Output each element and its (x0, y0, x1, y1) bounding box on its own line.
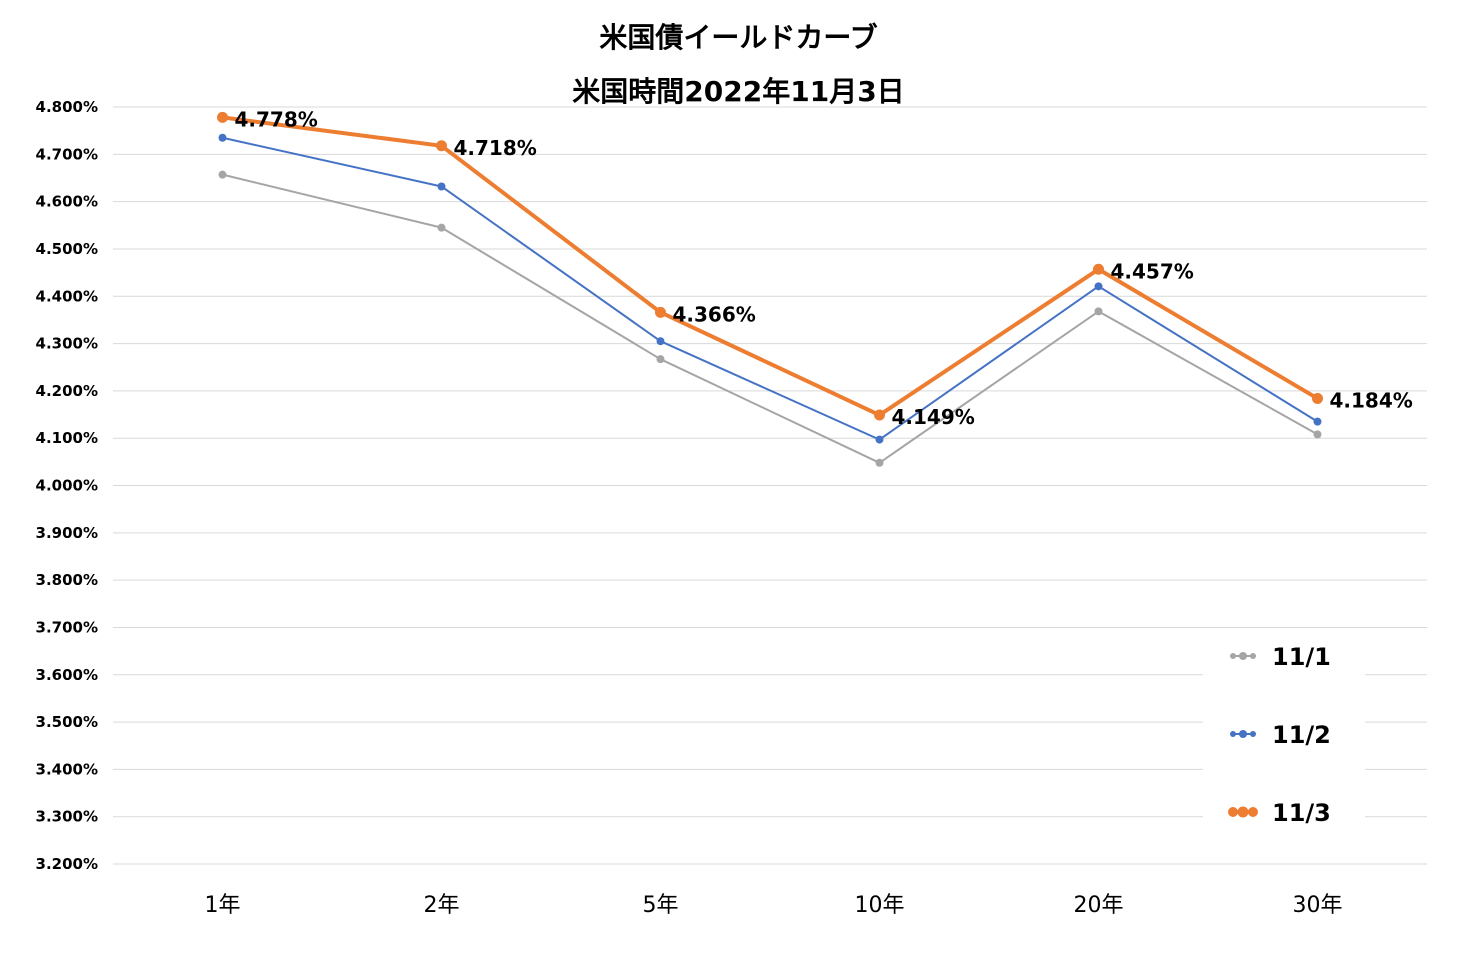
data-point (875, 435, 884, 444)
y-tick-label: 4.000% (36, 477, 98, 495)
series-line-11-2 (222, 136, 1319, 441)
y-tick-label: 4.500% (36, 240, 98, 258)
x-tick-label: 30年 (1293, 893, 1343, 918)
data-point (437, 182, 446, 191)
data-label: 4.366% (673, 302, 756, 326)
y-tick-label: 3.800% (36, 571, 98, 589)
series-line-11-3 (222, 115, 1319, 418)
data-point (218, 170, 227, 179)
data-label: 4.149% (892, 405, 975, 429)
legend-marker (1248, 807, 1258, 817)
y-tick-label: 3.900% (36, 524, 98, 542)
legend: 11/1 11/2 11/3 (1203, 628, 1365, 836)
data-point (1093, 263, 1104, 275)
x-tick-label: 5年 (643, 893, 679, 918)
y-tick-label: 3.700% (36, 618, 98, 636)
x-axis-ticks: 1年 2年 5年 10年 20年 30年 (205, 893, 1343, 918)
series-line-11-1 (222, 173, 1318, 464)
y-tick-label: 3.300% (36, 808, 98, 826)
y-tick-label: 3.400% (36, 760, 98, 778)
data-point (437, 223, 446, 232)
legend-label: 11/1 (1272, 643, 1331, 671)
y-axis-ticks: 3.200% 3.300% 3.400% 3.500% 3.600% 3.700% 3.80… (36, 98, 98, 873)
data-point (1094, 282, 1103, 291)
data-point (874, 409, 885, 421)
data-point (1313, 430, 1322, 439)
data-point (655, 306, 666, 318)
data-point (656, 355, 665, 364)
y-tick-label: 4.100% (36, 429, 98, 447)
data-point (218, 133, 227, 142)
y-tick-label: 4.300% (36, 335, 98, 353)
data-labels: 4.778% 4.718% 4.366% 4.149% 4.457% 4.184% (235, 107, 1413, 429)
data-point (1313, 417, 1322, 426)
y-tick-label: 4.400% (36, 287, 98, 305)
x-tick-label: 2年 (424, 893, 460, 918)
x-tick-label: 20年 (1074, 893, 1124, 918)
y-tick-label: 4.700% (36, 145, 98, 163)
data-label: 4.184% (1330, 388, 1413, 412)
legend-marker (1228, 807, 1238, 817)
x-tick-label: 1年 (205, 893, 241, 918)
chart-title: 米国債イールドカーブ (599, 21, 878, 54)
legend-marker (1239, 730, 1247, 738)
series-lines (217, 111, 1323, 467)
legend-box (1203, 628, 1365, 836)
gridlines (113, 106, 1427, 865)
chart-subtitle: 米国時間2022年11月3日 (572, 75, 905, 108)
x-tick-label: 10年 (855, 893, 905, 918)
legend-label: 11/3 (1272, 799, 1331, 827)
data-point (1094, 307, 1103, 316)
legend-marker (1230, 653, 1236, 659)
y-tick-label: 3.600% (36, 666, 98, 684)
legend-marker (1239, 652, 1247, 660)
legend-marker (1230, 731, 1236, 737)
legend-label: 11/2 (1272, 721, 1331, 749)
data-point (1312, 392, 1323, 404)
data-point (217, 111, 228, 123)
y-tick-label: 4.200% (36, 382, 98, 400)
y-tick-label: 3.200% (36, 855, 98, 873)
data-point (436, 140, 447, 152)
legend-marker (1250, 731, 1256, 737)
data-point (875, 458, 884, 467)
y-tick-label: 3.500% (36, 713, 98, 731)
data-point (656, 337, 665, 346)
data-label: 4.457% (1111, 259, 1194, 283)
data-label: 4.718% (454, 136, 537, 160)
legend-marker (1237, 806, 1249, 818)
data-label: 4.778% (235, 107, 318, 131)
y-tick-label: 4.600% (36, 193, 98, 211)
y-tick-label: 4.800% (36, 98, 98, 116)
legend-marker (1250, 653, 1256, 659)
